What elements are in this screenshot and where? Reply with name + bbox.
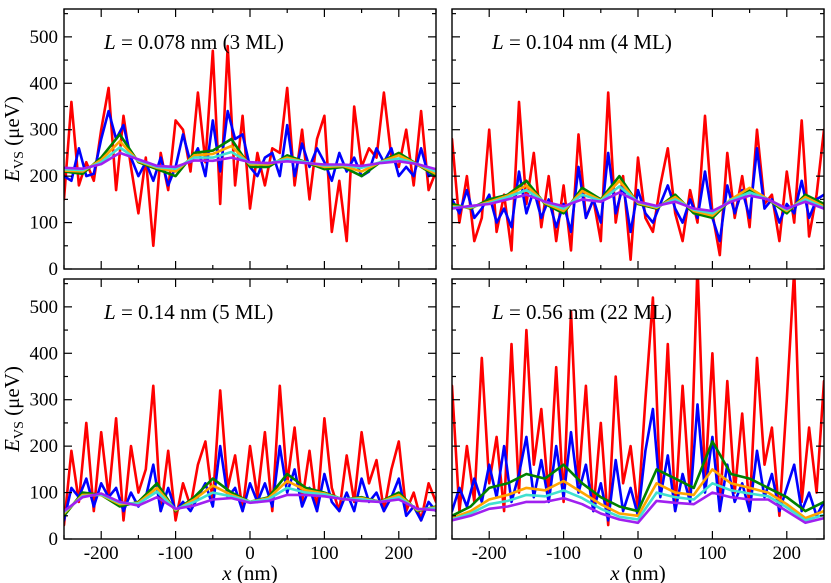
x-tick-label: 0 (245, 543, 255, 564)
panel-series-group (64, 384, 436, 527)
x-tick-label: 100 (310, 543, 339, 564)
y-axis-title-variable: E (0, 169, 24, 183)
x-tick-label: -200 (84, 543, 119, 564)
panel-series-group (64, 44, 436, 248)
panel-label: L = 0.104 nm (4 ML) (491, 30, 672, 54)
series-line-purple (452, 491, 824, 525)
x-tick-label: 200 (385, 543, 414, 564)
series-line-purple (64, 492, 436, 513)
y-tick-label: 200 (30, 436, 59, 457)
panel-label-value: = 0.104 nm (4 ML) (504, 30, 672, 54)
panel-1: 0 100 200 300 400 500 L = 0.078 nm (3 ML) (30, 8, 437, 280)
panel-label: L = 0.078 nm (3 ML) (103, 30, 284, 54)
series-line-purple (452, 191, 824, 213)
panel-label: L = 0.14 nm (5 ML) (103, 300, 273, 324)
y-tick-label: 300 (30, 390, 59, 411)
x-axis-title-unit: (nm) (232, 561, 278, 583)
x-axis-title-variable: x (609, 561, 620, 583)
y-axis-title: EVS (μeV) (0, 96, 27, 183)
x-axis-title-unit: (nm) (620, 561, 666, 583)
series-line-cyan (452, 482, 824, 522)
x-tick-label: 100 (698, 543, 727, 564)
y-tick-label: 100 (30, 483, 59, 504)
panel-label-variable: L (491, 30, 504, 54)
series-line-purple (64, 151, 436, 171)
series-line-orange (452, 468, 824, 520)
panel-label-variable: L (491, 300, 504, 324)
x-axis-title-variable: x (221, 561, 232, 583)
y-axis-title-subscript: VS (12, 151, 27, 169)
x-axis-title: x (nm) (221, 561, 277, 583)
panel-label-value: = 0.14 nm (5 ML) (116, 300, 274, 324)
panel-label-value: = 0.078 nm (3 ML) (116, 30, 284, 54)
series-line-green (64, 133, 436, 178)
y-tick-label: 200 (30, 166, 59, 187)
series-line-green (452, 440, 824, 518)
panel-3: -200 -100 0 100 200 0 100 200 300 400 500 L = 0.14 … (30, 278, 437, 564)
x-tick-label: 0 (633, 543, 643, 564)
series-line-red (64, 384, 436, 527)
y-tick-label: 300 (30, 120, 59, 141)
panel-4: -200 -100 0 100 200 L = 0.56 nm (22 ML) (451, 278, 825, 564)
y-tick-label: 500 (30, 27, 59, 48)
x-tick-label: -100 (546, 543, 581, 564)
y-axis-title-unit: (μeV) (0, 96, 24, 151)
x-tick-label: 200 (773, 543, 802, 564)
panel-2: L = 0.104 nm (4 ML) (451, 8, 825, 270)
y-axis-title: EVS (μeV) (0, 366, 27, 453)
y-tick-label: 100 (30, 213, 59, 234)
y-axis-title-subscript: VS (12, 421, 27, 439)
panel-label-variable: L (103, 300, 116, 324)
panel-series-group (452, 91, 824, 261)
panel-label: L = 0.56 nm (22 ML) (491, 300, 672, 324)
y-axis-title-variable: E (0, 439, 24, 453)
series-line-red (64, 44, 436, 248)
x-tick-label: -100 (158, 543, 193, 564)
panel-label-value: = 0.56 nm (22 ML) (504, 300, 672, 324)
y-axis-title-unit: (μeV) (0, 366, 24, 421)
panel-label-variable: L (103, 30, 116, 54)
panel-series-group (452, 279, 824, 527)
series-line-blue (452, 147, 824, 243)
x-tick-label: -200 (472, 543, 507, 564)
x-axis-title: x (nm) (609, 561, 665, 583)
y-tick-label: 0 (49, 529, 59, 550)
y-tick-label: 400 (30, 343, 59, 364)
y-tick-label: 400 (30, 73, 59, 94)
y-tick-label: 0 (49, 259, 59, 280)
y-tick-label: 500 (30, 297, 59, 318)
series-line-red (452, 91, 824, 261)
